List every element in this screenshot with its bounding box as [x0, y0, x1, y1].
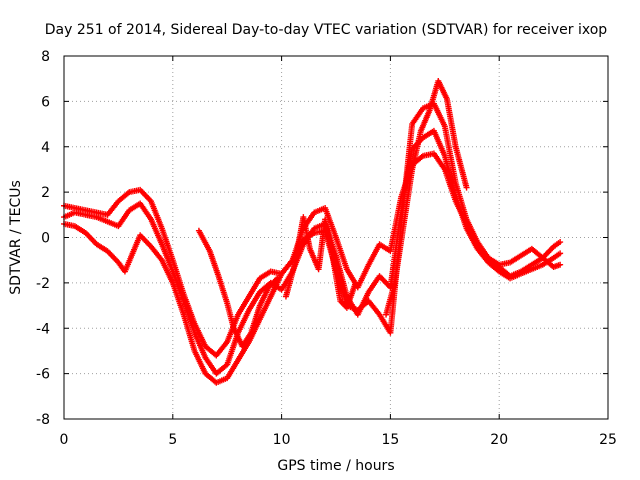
- y-tick-label: 0: [41, 231, 50, 247]
- data-point-marker: [557, 239, 564, 246]
- chart-title: Day 251 of 2014, Sidereal Day-to-day VTE…: [45, 22, 608, 38]
- series-trace-4: [195, 227, 281, 350]
- x-tick-label: 0: [60, 432, 69, 448]
- x-axis-label: GPS time / hours: [277, 458, 394, 474]
- data-point-marker: [557, 261, 564, 268]
- y-tick-label: -2: [36, 276, 50, 292]
- y-tick-label: -4: [36, 321, 50, 337]
- x-tick-label: 10: [273, 432, 291, 448]
- series-trace-3: [61, 100, 564, 386]
- axis-layer: 0 5 10 15 20 25 -8 -6 -4 -2 0 2 4 6 8: [36, 49, 617, 448]
- y-tick-label: -6: [36, 367, 50, 383]
- data-layer: [61, 77, 564, 386]
- y-tick-label: 6: [41, 94, 50, 110]
- y-tick-label: 2: [41, 185, 50, 201]
- series-trace-5: [383, 77, 470, 318]
- data-point-marker: [557, 250, 564, 257]
- plot-frame: [63, 55, 609, 420]
- x-tick-label: 20: [490, 432, 508, 448]
- x-tick-label: 5: [168, 432, 177, 448]
- data-point-marker: [463, 184, 470, 191]
- y-tick-label: 4: [41, 140, 50, 156]
- series-trace-6: [282, 214, 359, 311]
- x-tick-label: 25: [599, 432, 617, 448]
- y-tick-label: 8: [41, 49, 50, 65]
- x-tick-label: 15: [381, 432, 399, 448]
- y-axis-label: SDTVAR / TECUs: [8, 180, 24, 295]
- data-point-marker: [352, 279, 359, 286]
- y-tick-label: -8: [36, 412, 50, 428]
- data-point-marker: [274, 275, 281, 282]
- data-point-marker: [273, 276, 280, 283]
